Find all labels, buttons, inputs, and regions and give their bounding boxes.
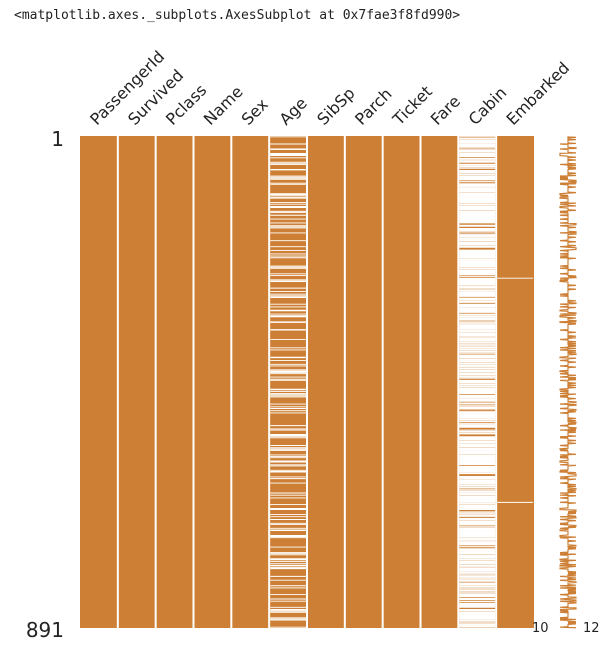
column-label-sibsp: SibSp [313,84,358,129]
column-label-ticket: Ticket [388,82,436,130]
missing-lines-cabin [459,135,496,628]
completeness-sparkline [559,136,577,629]
column-bar-name [193,136,232,628]
column-bar-survived [117,136,156,628]
column-bar-pclass [155,136,194,628]
sparkline-max-label: 12 [583,621,600,636]
missing-lines-age [270,136,306,628]
column-label-embarked: Embarked [502,58,573,129]
column-label-sex: Sex [238,95,272,129]
column-bar-parch [344,136,383,628]
sparkline-min-label: 10 [532,621,549,636]
row-label-bottom: 891 [26,618,64,642]
column-label-parch: Parch [351,84,395,128]
column-bar-sex [231,136,270,628]
column-label-cabin: Cabin [465,83,511,129]
column-bar-age [269,136,307,628]
row-label-top: 1 [51,127,64,151]
column-label-age: Age [275,94,310,129]
column-bar-passengerid [80,136,118,628]
output-repr-text: <matplotlib.axes._subplots.AxesSubplot a… [14,8,461,23]
column-bar-ticket [382,136,421,628]
column-bar-sibsp [307,136,345,628]
column-bar-fare [420,136,459,628]
column-bar-embarked [496,136,534,628]
missing-lines-embarked [497,277,533,503]
column-label-name: Name [200,82,247,129]
